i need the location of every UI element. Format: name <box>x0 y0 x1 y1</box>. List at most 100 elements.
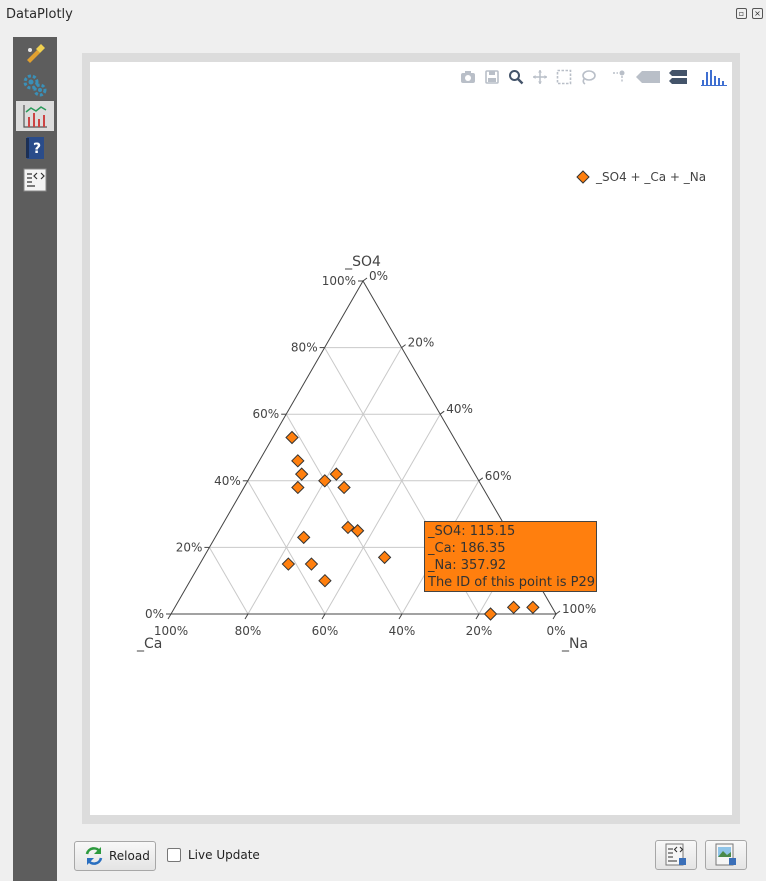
pan-icon[interactable] <box>530 67 550 87</box>
plot-area[interactable]: 0% 20% 40% 60% 80% 100% 0% 20% 40% 60% 80% 100% 0% 20… <box>90 62 732 815</box>
window-title: DataPlotly <box>6 7 73 22</box>
tick-mark-b <box>167 613 172 620</box>
box-select-icon[interactable] <box>554 67 574 87</box>
lasso-select-icon[interactable] <box>578 67 598 87</box>
svg-text:?: ? <box>33 141 41 157</box>
tick-mark-c <box>478 477 484 482</box>
sidebar-item-code[interactable] <box>16 165 54 195</box>
tick-mark-b <box>321 613 326 620</box>
code-icon <box>23 168 47 192</box>
legend-marker-icon <box>576 170 590 184</box>
tick-label-b: 60% <box>312 624 339 638</box>
data-point[interactable] <box>297 530 311 545</box>
tick-label-a: 60% <box>253 407 280 421</box>
close-icon[interactable]: × <box>752 8 763 19</box>
style-icon <box>27 44 45 63</box>
tick-label-c: 60% <box>485 469 512 483</box>
tick-label-b: 0% <box>546 624 565 638</box>
tick-mark-c <box>362 277 368 282</box>
tick-label-c: 100% <box>562 602 596 616</box>
legend-series-label: _SO4 + _Ca + _Na <box>596 170 707 184</box>
triangle-outline <box>170 280 557 615</box>
gridline-b <box>247 480 326 615</box>
plot-panel: 0% 20% 40% 60% 80% 100% 0% 20% 40% 60% 80% 100% 0% 20… <box>82 53 740 824</box>
hover-closest-icon[interactable] <box>634 67 662 87</box>
data-point[interactable] <box>281 557 296 571</box>
zoom-icon[interactable] <box>506 67 526 87</box>
data-point[interactable] <box>341 520 355 535</box>
sidebar-item-help[interactable]: ? <box>16 133 54 163</box>
sidebar-item-plot[interactable] <box>16 101 54 131</box>
tooltip-line-so4: _SO4: 115.15 <box>428 524 516 539</box>
tick-label-a: 40% <box>214 474 241 488</box>
tick-label-b: 40% <box>389 624 416 638</box>
export-image-button[interactable] <box>705 840 747 870</box>
tick-label-c: 0% <box>369 269 388 283</box>
plotly-logo-icon[interactable] <box>700 67 728 87</box>
tooltip-line-ca: _Ca: 186.35 <box>428 541 506 556</box>
data-point[interactable] <box>318 474 332 488</box>
title-bar: DataPlotly ▫ × <box>0 0 766 30</box>
data-point[interactable] <box>291 480 305 495</box>
plot-icon <box>23 105 47 128</box>
save-icon[interactable] <box>482 67 502 87</box>
axis-labels: _SO4 _Ca _Na <box>136 254 588 652</box>
data-point[interactable] <box>377 550 392 565</box>
live-update-checkbox[interactable] <box>167 848 181 862</box>
tick-label-b: 20% <box>466 624 493 638</box>
data-point[interactable] <box>304 557 319 571</box>
modebar <box>458 66 728 88</box>
tick-mark-b <box>398 613 403 620</box>
data-point[interactable] <box>526 600 540 615</box>
tick-label-c: 40% <box>446 402 473 416</box>
tooltip-line-id: The ID of this point is P29 <box>428 575 595 590</box>
camera-icon[interactable] <box>458 67 478 87</box>
hover-compare-icon[interactable] <box>666 67 690 87</box>
tick-label-a: 100% <box>322 274 356 288</box>
tick-label-a: 0% <box>145 607 164 621</box>
export-html-icon <box>665 843 686 866</box>
data-points <box>281 430 540 621</box>
export-html-button[interactable] <box>655 840 697 870</box>
tick-mark-b <box>244 613 249 620</box>
reload-button[interactable]: Reload <box>74 841 156 871</box>
legend[interactable]: _SO4 + _Ca + _Na <box>576 170 706 184</box>
reload-label: Reload <box>109 849 150 863</box>
tick-label-b: 100% <box>154 624 188 638</box>
tick-mark-c <box>401 344 406 349</box>
tooltip-line-na: _Na: 357.92 <box>428 558 507 573</box>
data-point[interactable] <box>506 600 521 615</box>
data-point[interactable] <box>329 467 344 481</box>
live-update-label: Live Update <box>188 848 260 862</box>
tick-label-a: 80% <box>291 341 318 355</box>
axis-label-so4: _SO4 <box>344 254 381 270</box>
gridline-b <box>285 413 403 615</box>
live-update-toggle[interactable]: Live Update <box>167 848 260 862</box>
sidebar-item-style[interactable] <box>16 39 54 69</box>
axis-label-na: _Na <box>561 636 588 652</box>
gridline-b <box>208 547 249 615</box>
tick-label-a: 20% <box>176 540 203 554</box>
data-point[interactable] <box>337 480 351 495</box>
data-point[interactable] <box>294 467 309 481</box>
reload-icon <box>85 847 103 865</box>
axis-label-ca: _Ca <box>136 636 162 652</box>
settings-icon <box>23 74 47 97</box>
tick-label-b: 80% <box>235 624 262 638</box>
data-point[interactable] <box>483 607 498 621</box>
spike-lines-icon[interactable] <box>610 67 630 87</box>
hover-tooltip: _SO4: 115.15 _Ca: 186.35 _Na: 357.92 The… <box>424 521 597 592</box>
tick-label-c: 20% <box>408 336 435 350</box>
data-point[interactable] <box>291 454 305 468</box>
data-point[interactable] <box>350 524 365 538</box>
bottom-bar: Reload Live Update <box>73 840 766 874</box>
tick-mark-c <box>555 610 561 615</box>
triangle-frame <box>170 280 557 615</box>
tick-mark-c <box>439 410 445 415</box>
export-image-icon <box>715 843 736 866</box>
sidebar-item-settings[interactable] <box>16 70 54 100</box>
data-point[interactable] <box>285 430 299 445</box>
data-point[interactable] <box>318 573 332 588</box>
sidebar: ? <box>13 37 57 881</box>
float-icon[interactable]: ▫ <box>736 8 747 19</box>
